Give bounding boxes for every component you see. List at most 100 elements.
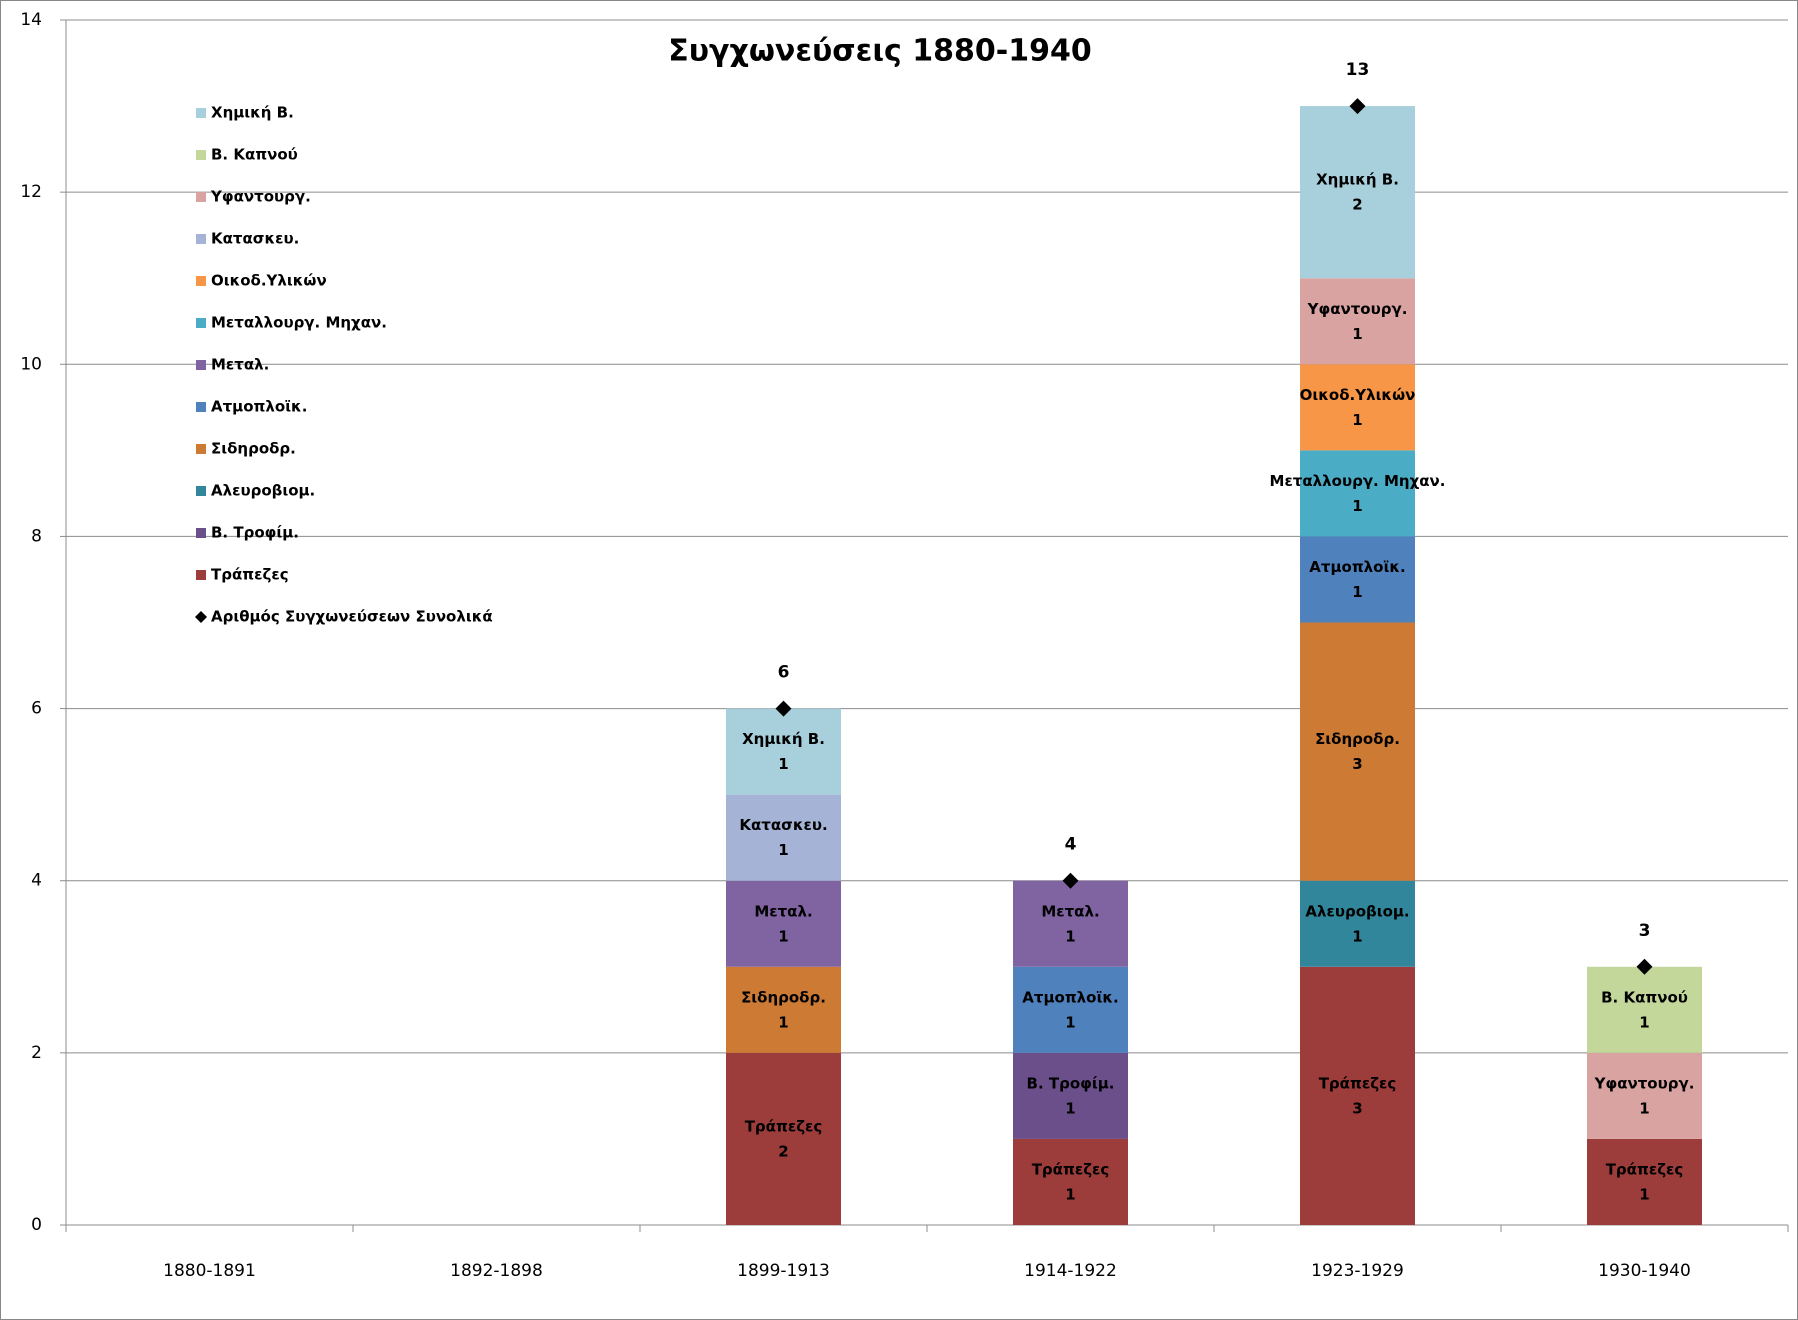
legend-swatch bbox=[196, 234, 206, 244]
legend-label: Ατμοπλοϊκ. bbox=[211, 398, 307, 416]
y-tick-label: 10 bbox=[20, 354, 42, 374]
legend-swatch bbox=[196, 486, 206, 496]
legend-swatch bbox=[196, 150, 206, 160]
segment-name: Μεταλ. bbox=[1041, 902, 1099, 920]
x-tick-label: 1930-1940 bbox=[1598, 1261, 1691, 1281]
bar-segment bbox=[726, 708, 841, 795]
bar-segment bbox=[1587, 1138, 1702, 1225]
y-tick-label: 14 bbox=[20, 10, 42, 30]
segment-name: Τράπεζες bbox=[1032, 1160, 1110, 1178]
total-marker bbox=[1062, 872, 1079, 889]
legend-swatch bbox=[196, 570, 206, 580]
segment-name: Τράπεζες bbox=[745, 1117, 823, 1135]
total-label: 13 bbox=[1346, 60, 1370, 80]
total-label: 4 bbox=[1065, 835, 1077, 855]
bar-segment bbox=[726, 880, 841, 967]
legend-swatch bbox=[196, 360, 206, 370]
segment-name: Υφαντουργ. bbox=[1307, 300, 1408, 318]
segment-name: Οικοδ.Υλικών bbox=[1300, 386, 1416, 404]
bar-segment bbox=[1300, 880, 1415, 967]
segment-value: 1 bbox=[1639, 1099, 1649, 1117]
segment-value: 1 bbox=[1065, 1185, 1075, 1203]
x-tick-label: 1899-1913 bbox=[737, 1261, 830, 1281]
segment-name: Σιδηροδρ. bbox=[1315, 730, 1400, 748]
x-tick-label: 1880-1891 bbox=[163, 1261, 256, 1281]
legend-label: Αριθμός Συγχωνεύσεων Συνολικά bbox=[211, 608, 493, 626]
bar-segment bbox=[1013, 1138, 1128, 1225]
legend-swatch bbox=[196, 444, 206, 454]
total-marker bbox=[1349, 98, 1366, 115]
segment-name: Ατμοπλοϊκ. bbox=[1022, 988, 1118, 1006]
segment-value: 1 bbox=[778, 841, 788, 859]
x-tick-label: 1923-1929 bbox=[1311, 1261, 1404, 1281]
legend-swatch bbox=[196, 108, 206, 118]
segment-name: Σιδηροδρ. bbox=[741, 988, 826, 1006]
bar-segment bbox=[1587, 966, 1702, 1053]
bar-segment bbox=[1300, 536, 1415, 623]
legend-label: Β. Καπνού bbox=[211, 146, 298, 164]
segment-value: 1 bbox=[1065, 1013, 1075, 1031]
segment-value: 1 bbox=[1352, 927, 1362, 945]
segment-name: Μεταλλουργ. Μηχαν. bbox=[1270, 472, 1446, 490]
y-tick-label: 0 bbox=[31, 1215, 42, 1235]
bar-segment bbox=[726, 1052, 841, 1225]
legend-label: Κατασκευ. bbox=[211, 230, 299, 248]
segment-value: 2 bbox=[1352, 196, 1362, 214]
legend-label: Αλευροβιομ. bbox=[211, 482, 315, 500]
bar-segment bbox=[1300, 622, 1415, 881]
total-marker bbox=[775, 700, 792, 717]
segment-value: 2 bbox=[778, 1142, 788, 1160]
bar-segment bbox=[1300, 966, 1415, 1225]
segment-name: Ατμοπλοϊκ. bbox=[1309, 558, 1405, 576]
legend-label: Μεταλλουργ. Μηχαν. bbox=[211, 314, 387, 332]
legend-swatch bbox=[196, 276, 206, 286]
x-tick-label: 1914-1922 bbox=[1024, 1261, 1117, 1281]
legend-swatch bbox=[196, 192, 206, 202]
bar-segment bbox=[1013, 880, 1128, 967]
bar-segment bbox=[1013, 1052, 1128, 1139]
segment-name: Υφαντουργ. bbox=[1594, 1074, 1695, 1092]
bar-segment bbox=[1300, 450, 1415, 537]
segment-value: 3 bbox=[1352, 755, 1362, 773]
segment-value: 1 bbox=[1352, 497, 1362, 515]
segment-name: Μεταλ. bbox=[754, 902, 812, 920]
legend-label: Σιδηροδρ. bbox=[211, 440, 296, 458]
bar-segment bbox=[1300, 364, 1415, 451]
legend-swatch bbox=[196, 528, 206, 538]
segment-value: 1 bbox=[1065, 927, 1075, 945]
legend-label: Υφαντουργ. bbox=[210, 188, 311, 206]
segment-value: 3 bbox=[1352, 1099, 1362, 1117]
segment-value: 1 bbox=[778, 1013, 788, 1031]
legend-label: Μεταλ. bbox=[211, 356, 269, 374]
y-tick-label: 12 bbox=[20, 182, 42, 202]
segment-name: Β. Τροφίμ. bbox=[1027, 1074, 1115, 1092]
segment-name: Χημική Β. bbox=[1316, 171, 1399, 189]
segment-value: 1 bbox=[1639, 1013, 1649, 1031]
segment-value: 1 bbox=[1352, 325, 1362, 343]
segment-name: Κατασκευ. bbox=[739, 816, 827, 834]
segment-value: 1 bbox=[1352, 583, 1362, 601]
bar-segment bbox=[1013, 966, 1128, 1053]
bar-segment bbox=[1587, 1052, 1702, 1139]
total-marker bbox=[1636, 958, 1653, 975]
segment-name: Αλευροβιομ. bbox=[1305, 902, 1409, 920]
bar-segment bbox=[726, 966, 841, 1053]
y-tick-label: 4 bbox=[31, 871, 42, 891]
y-tick-label: 6 bbox=[31, 699, 42, 719]
segment-value: 1 bbox=[778, 755, 788, 773]
legend-marker bbox=[195, 611, 207, 623]
chart-title: Συγχωνεύσεις 1880-1940 bbox=[668, 34, 1091, 69]
segment-name: Τράπεζες bbox=[1319, 1074, 1397, 1092]
legend-swatch bbox=[196, 402, 206, 412]
segment-name: Β. Καπνού bbox=[1601, 988, 1688, 1006]
bar-segment bbox=[1300, 106, 1415, 279]
x-tick-label: 1892-1898 bbox=[450, 1261, 543, 1281]
segment-name: Τράπεζες bbox=[1606, 1160, 1684, 1178]
total-label: 3 bbox=[1639, 921, 1651, 941]
y-tick-label: 2 bbox=[31, 1043, 42, 1063]
legend-label: Β. Τροφίμ. bbox=[211, 524, 299, 542]
legend-label: Τράπεζες bbox=[211, 566, 289, 584]
legend-label: Χημική Β. bbox=[211, 104, 294, 122]
